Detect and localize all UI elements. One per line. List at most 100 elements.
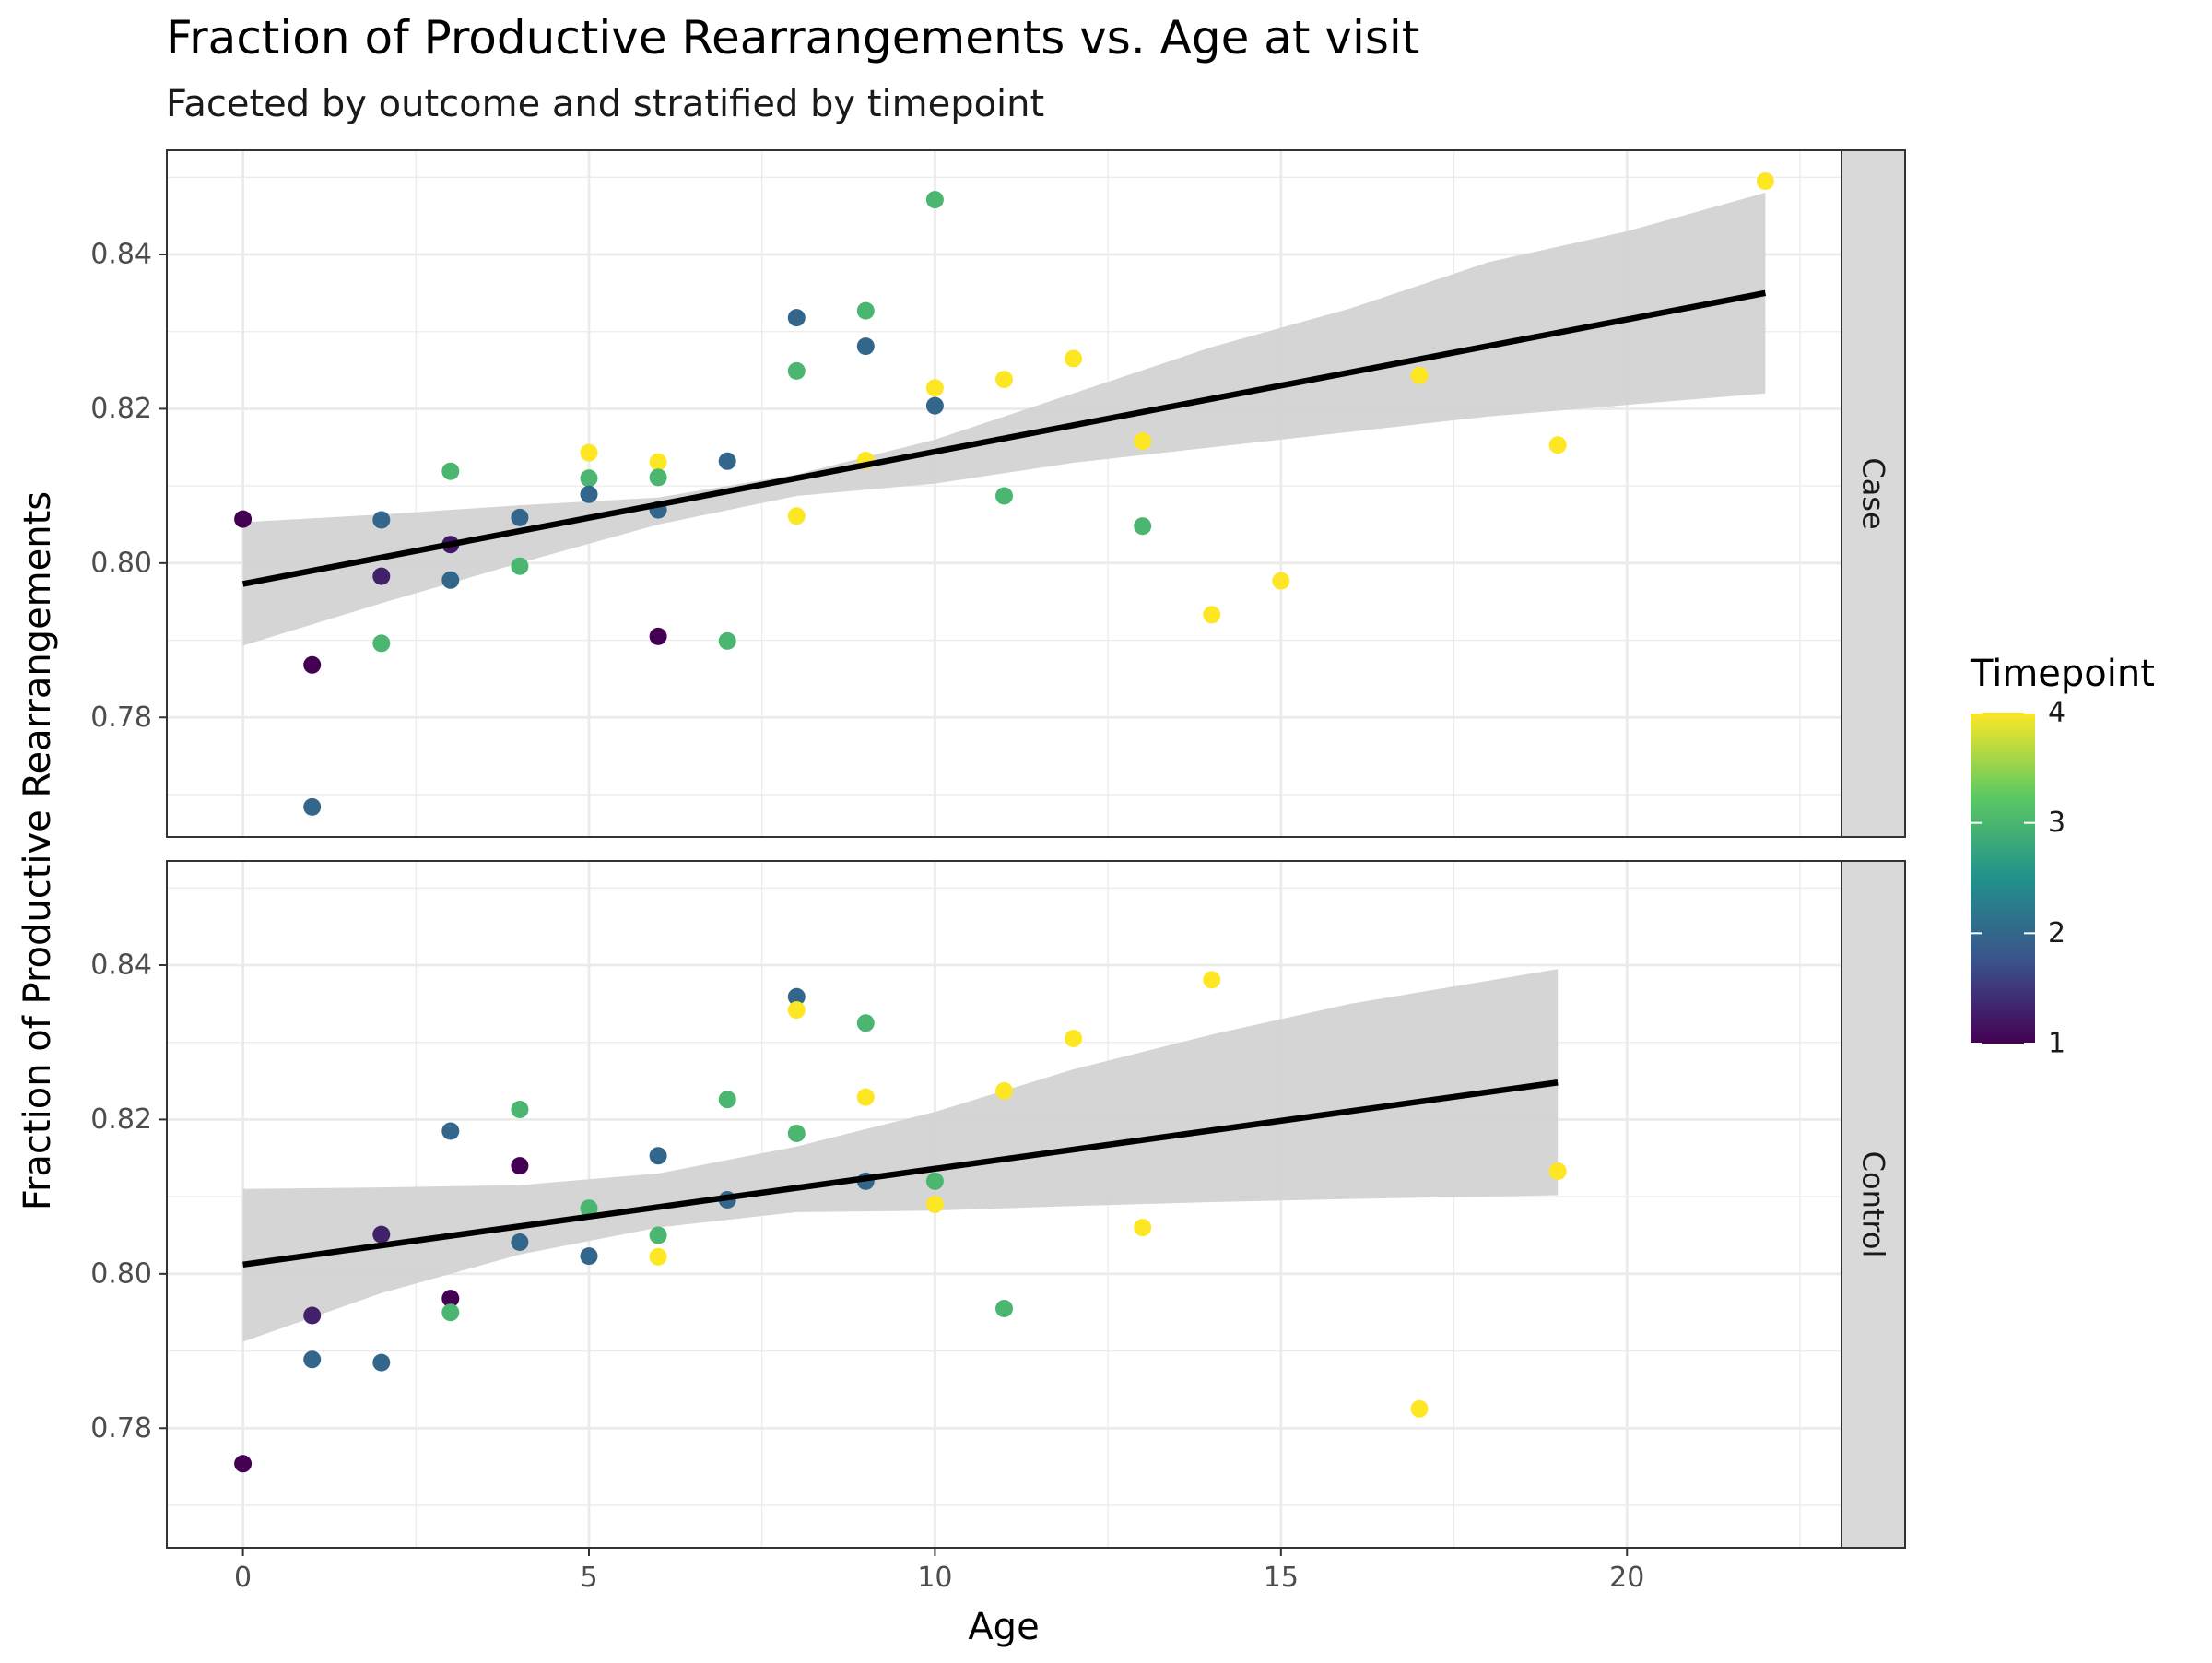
data-point [1410, 366, 1429, 384]
data-point [787, 987, 806, 1006]
data-point [649, 1147, 667, 1165]
legend: Timepoint 1 2 3 4 [1970, 653, 2155, 1060]
facet-control: Control 0.78 0.80 0.82 0.84 0 5 10 15 20 [90, 860, 1906, 1594]
data-point [580, 485, 598, 503]
x-tick-label: 5 [580, 1562, 597, 1594]
colorbar [1971, 713, 2035, 1044]
data-point [234, 1455, 253, 1473]
data-point [441, 1303, 460, 1322]
data-point [511, 1101, 529, 1118]
data-point [441, 571, 460, 589]
colorbar-label: 4 [2048, 697, 2065, 729]
data-point [925, 379, 944, 397]
y-axis-label: Fraction of Productive Rearrangements [17, 491, 59, 1210]
y-tick-label: 0.84 [90, 949, 152, 982]
data-point [1065, 1030, 1083, 1047]
data-point [303, 1350, 322, 1369]
facet-strip [1841, 860, 1906, 1549]
y-tick-label: 0.80 [90, 1257, 152, 1290]
data-point [787, 1125, 806, 1142]
data-point [649, 627, 667, 645]
x-tick-label: 10 [917, 1562, 952, 1594]
y-tick-label: 0.82 [90, 393, 152, 425]
chart-subtitle: Faceted by outcome and stratified by tim… [166, 83, 1044, 125]
data-point [234, 510, 253, 528]
data-point [787, 309, 806, 327]
data-point [649, 468, 667, 487]
y-tick-label: 0.82 [90, 1103, 152, 1136]
data-point [1756, 172, 1774, 190]
data-point [441, 1290, 460, 1308]
x-tick-label: 15 [1264, 1562, 1299, 1594]
data-point [511, 557, 529, 575]
data-point [787, 361, 806, 380]
data-point [580, 469, 598, 488]
data-point [1548, 1162, 1567, 1180]
data-point [856, 1014, 875, 1032]
colorbar-label: 3 [2048, 807, 2065, 839]
data-point [1134, 432, 1152, 451]
data-point [995, 1081, 1013, 1100]
x-tick-label: 0 [234, 1562, 252, 1594]
data-point [995, 371, 1013, 389]
colorbar-label: 1 [2048, 1028, 2065, 1060]
data-point [649, 1226, 667, 1244]
confidence-ribbon [242, 969, 1559, 1342]
legend-title: Timepoint [1970, 653, 2155, 695]
confidence-ribbon [242, 193, 1766, 646]
data-point [925, 396, 944, 415]
data-point [1134, 517, 1152, 536]
facet-strip-label: Control [1856, 1151, 1891, 1258]
data-point [995, 1300, 1013, 1317]
data-point [1410, 1399, 1429, 1418]
data-point [511, 1157, 529, 1175]
x-axis-label: Age [968, 1606, 1039, 1648]
data-point [718, 631, 736, 650]
data-point [1203, 606, 1221, 624]
data-point [1134, 1219, 1152, 1237]
data-point [372, 511, 391, 529]
regression-line [242, 1079, 1559, 1268]
data-point [1203, 971, 1221, 989]
x-tick-label: 20 [1609, 1562, 1644, 1594]
data-point [1272, 572, 1290, 590]
y-tick-label: 0.78 [90, 702, 152, 734]
data-point [580, 1247, 598, 1266]
data-point [372, 634, 391, 653]
data-point [925, 1172, 944, 1190]
data-point [511, 508, 529, 526]
data-point [1548, 436, 1567, 454]
facet-case: Case 0.78 0.80 0.82 0.84 [90, 149, 1906, 838]
data-point [511, 1233, 529, 1251]
data-point [718, 1091, 736, 1109]
data-point [580, 443, 598, 462]
y-tick-label: 0.84 [90, 239, 152, 271]
data-point [856, 1088, 875, 1106]
facet-panels: Case 0.78 0.80 0.82 0.84 Control 0.78 0.80 0.82 0… [90, 149, 1906, 1594]
data-point [856, 337, 875, 356]
data-point [925, 1196, 944, 1213]
data-point [441, 1122, 460, 1140]
data-point [1065, 349, 1083, 368]
y-tick-label: 0.80 [90, 547, 152, 579]
data-point [787, 1001, 806, 1020]
facet-strip [1841, 149, 1906, 838]
data-point [372, 1225, 391, 1244]
colorbar-label: 2 [2048, 917, 2065, 949]
y-tick-label: 0.78 [90, 1412, 152, 1445]
data-point [718, 452, 736, 470]
data-point [995, 487, 1013, 505]
data-point [856, 301, 875, 320]
data-point [303, 655, 322, 674]
data-point [303, 1306, 322, 1325]
data-point [649, 1247, 667, 1266]
data-point [787, 507, 806, 525]
chart-title: Fraction of Productive Rearrangements vs… [166, 11, 1419, 65]
data-point [649, 453, 667, 471]
data-point [441, 462, 460, 480]
facet-strip-label: Case [1856, 457, 1891, 529]
regression-line [241, 289, 1767, 587]
data-point [925, 191, 944, 209]
